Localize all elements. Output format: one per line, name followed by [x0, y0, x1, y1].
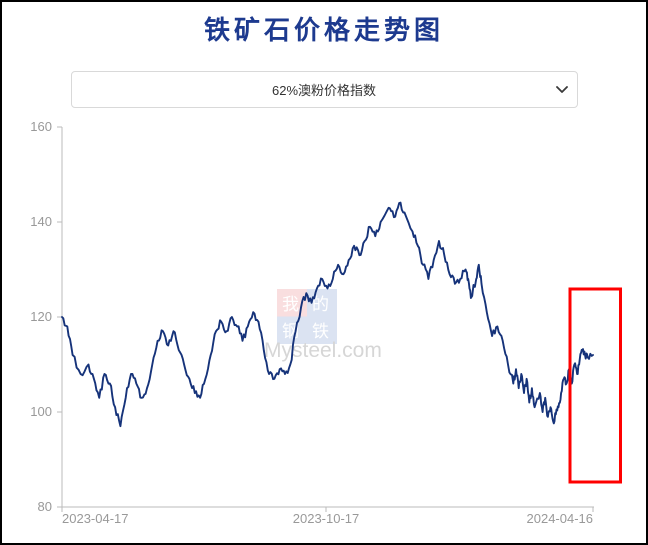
- svg-text:100: 100: [30, 404, 52, 419]
- svg-text:我: 我: [282, 295, 299, 314]
- svg-text:140: 140: [30, 214, 52, 229]
- svg-text:2023-04-17: 2023-04-17: [62, 511, 129, 526]
- svg-text:120: 120: [30, 309, 52, 324]
- svg-text:80: 80: [38, 499, 52, 514]
- svg-text:2024-04-16: 2024-04-16: [527, 511, 594, 526]
- svg-text:2023-10-17: 2023-10-17: [293, 511, 360, 526]
- svg-text:160: 160: [30, 119, 52, 134]
- svg-text:Mysteel.com: Mysteel.com: [264, 339, 382, 362]
